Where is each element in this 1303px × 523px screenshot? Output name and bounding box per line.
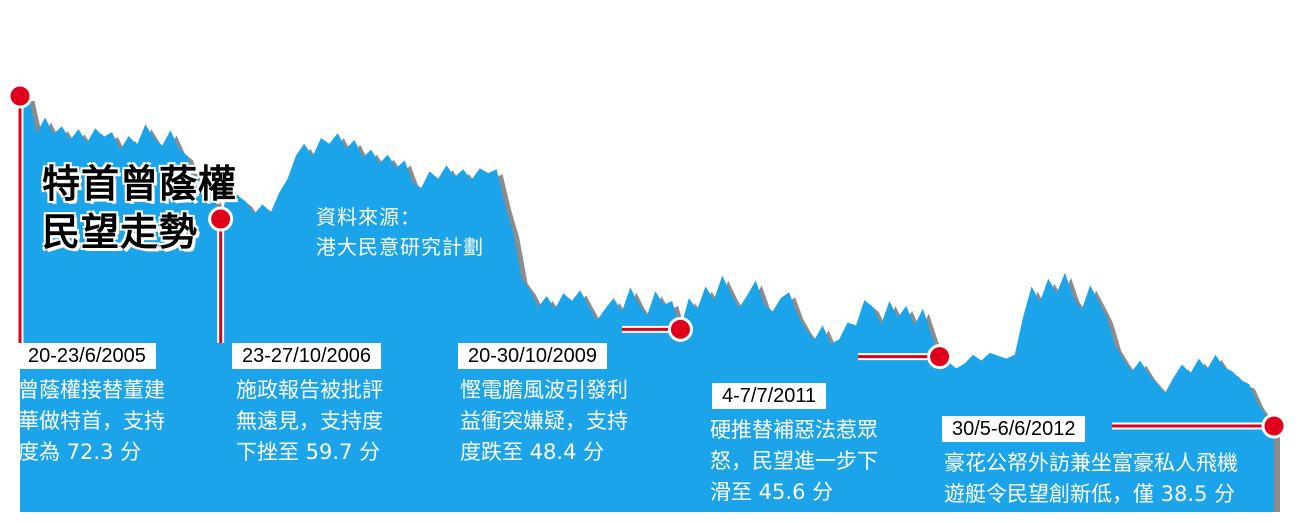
annotation-line: 曾蔭權接替董建: [18, 378, 165, 402]
source-label: 資料來源：: [316, 205, 421, 229]
annotation-line: 無遠見，支持度: [236, 409, 383, 433]
annotation-line: 下挫至 59.7 分: [236, 440, 381, 464]
annotation-line: 華做特首，支持: [18, 409, 165, 433]
annotation-text-2005: 曾蔭權接替董建 華做特首，支持 度為 72.3 分: [18, 375, 165, 468]
annotation-line: 慳電膽風波引發利: [460, 378, 628, 402]
source-name: 港大民意研究計劃: [316, 235, 484, 259]
chart-title-line1: 特首曾蔭權: [42, 162, 238, 206]
annotation-line: 遊艇令民望創新低，僅 38.5 分: [944, 482, 1236, 506]
annotation-line: 度為 72.3 分: [18, 440, 142, 464]
chart-title: 特首曾蔭權 民望走勢: [42, 160, 237, 256]
chart-title-line2: 民望走勢: [42, 210, 199, 254]
annotation-line: 怒，民望進一步下: [710, 449, 878, 473]
annotation-date-2005: 20-23/6/2005: [18, 343, 156, 369]
annotation-date-2009: 20-30/10/2009: [458, 343, 608, 369]
annotation-line: 滑至 45.6 分: [710, 480, 834, 504]
data-marker: [1261, 413, 1287, 439]
leader-lines: [16, 96, 1274, 430]
data-marker: [927, 344, 953, 370]
annotation-date-2006: 23-27/10/2006: [232, 343, 382, 369]
annotation-line: 豪花公帑外訪兼坐富豪私人飛機: [944, 451, 1238, 475]
annotation-text-2011: 硬推替補惡法惹眾 怒，民望進一步下 滑至 45.6 分: [710, 415, 878, 508]
annotation-text-2009: 慳電膽風波引發利 益衝突嫌疑，支持 度跌至 48.4 分: [460, 375, 628, 468]
data-markers: [7, 83, 1287, 439]
annotation-date-2012: 30/5-6/6/2012: [942, 416, 1086, 442]
data-marker: [667, 316, 693, 342]
annotation-line: 度跌至 48.4 分: [460, 440, 605, 464]
annotation-line: 施政報告被批評: [236, 378, 383, 402]
annotation-date-2011: 4-7/7/2011: [712, 383, 827, 409]
annotation-text-2012: 豪花公帑外訪兼坐富豪私人飛機 遊艇令民望創新低，僅 38.5 分: [944, 448, 1238, 510]
annotation-line: 益衝突嫌疑，支持: [460, 409, 628, 433]
area-group: [20, 96, 1280, 512]
annotation-text-2006: 施政報告被批評 無遠見，支持度 下挫至 59.7 分: [236, 375, 383, 468]
annotation-line: 硬推替補惡法惹眾: [710, 418, 878, 442]
area-fill: [20, 96, 1274, 512]
data-marker: [7, 83, 33, 109]
data-marker: [208, 206, 234, 232]
source-note: 資料來源： 港大民意研究計劃: [316, 202, 484, 262]
